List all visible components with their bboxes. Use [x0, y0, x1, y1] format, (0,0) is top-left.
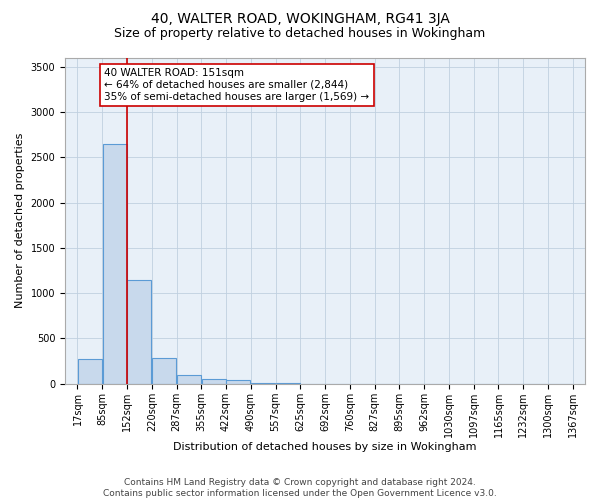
Y-axis label: Number of detached properties: Number of detached properties	[15, 133, 25, 308]
Bar	[251, 383, 275, 384]
Bar	[226, 380, 250, 384]
Text: Contains HM Land Registry data © Crown copyright and database right 2024.
Contai: Contains HM Land Registry data © Crown c…	[103, 478, 497, 498]
Bar	[202, 379, 226, 384]
Bar	[77, 360, 102, 384]
Text: 40 WALTER ROAD: 151sqm
← 64% of detached houses are smaller (2,844)
35% of semi-: 40 WALTER ROAD: 151sqm ← 64% of detached…	[104, 68, 370, 102]
X-axis label: Distribution of detached houses by size in Wokingham: Distribution of detached houses by size …	[173, 442, 477, 452]
Bar	[152, 358, 176, 384]
Bar	[127, 280, 151, 384]
Bar	[103, 144, 127, 384]
Bar	[176, 375, 201, 384]
Text: Size of property relative to detached houses in Wokingham: Size of property relative to detached ho…	[115, 28, 485, 40]
Text: 40, WALTER ROAD, WOKINGHAM, RG41 3JA: 40, WALTER ROAD, WOKINGHAM, RG41 3JA	[151, 12, 449, 26]
